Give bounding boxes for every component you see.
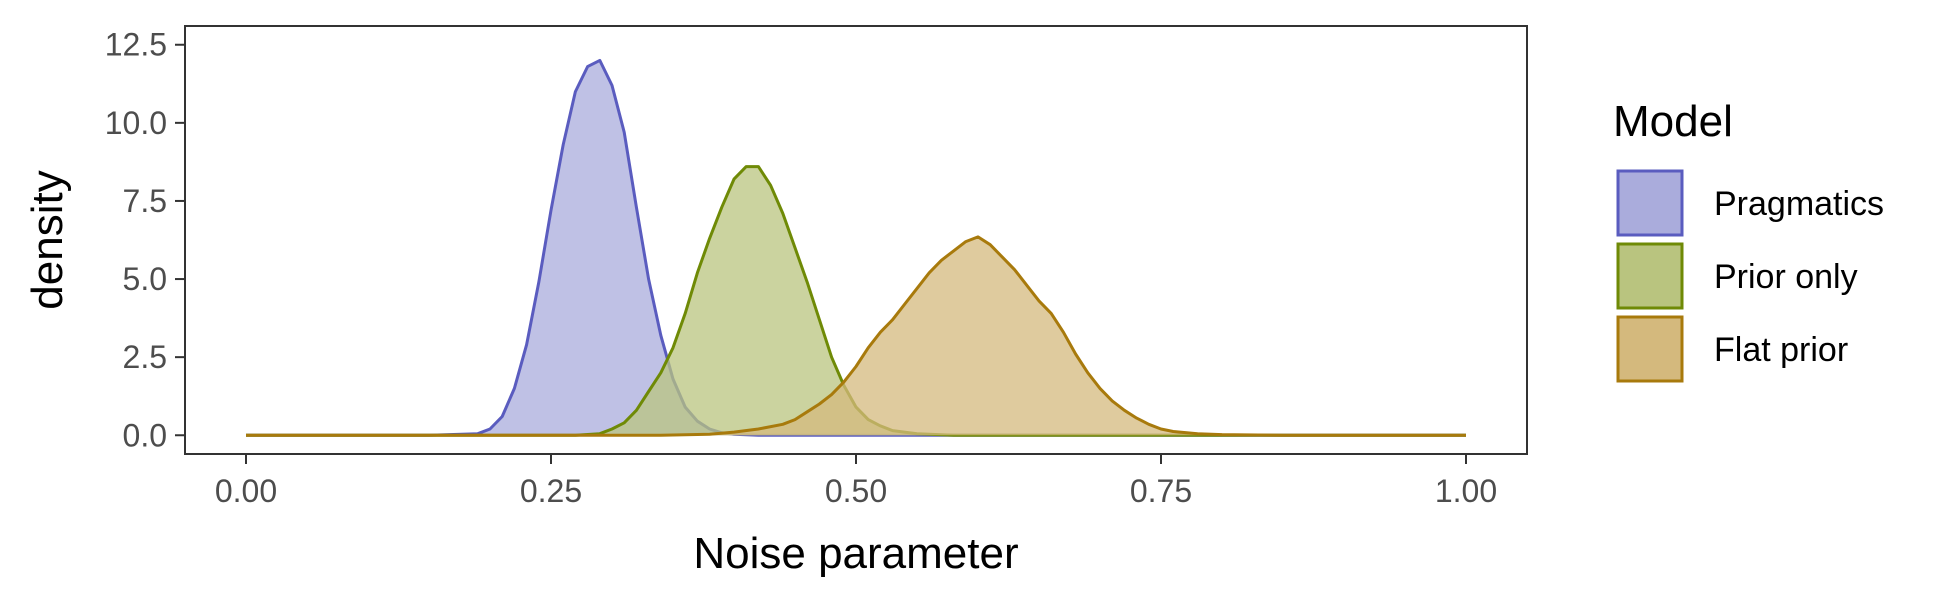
x-tick-label: 0.25 bbox=[520, 473, 582, 509]
legend: Model Pragmatics Prior only Flat prior bbox=[1613, 97, 1884, 383]
density-area-flat-prior bbox=[246, 236, 1466, 436]
y-axis: 0.0 2.5 5.0 7.5 10.0 12.5 bbox=[105, 27, 185, 453]
legend-label-flat-prior: Flat prior bbox=[1714, 331, 1848, 369]
x-tick-label: 0.75 bbox=[1130, 473, 1192, 509]
x-tick-label: 0.00 bbox=[215, 473, 277, 509]
legend-swatch-pragmatics bbox=[1616, 169, 1684, 237]
y-tick-label: 2.5 bbox=[123, 339, 167, 375]
y-axis-title: density bbox=[23, 170, 72, 309]
x-axis: 0.00 0.25 0.50 0.75 1.00 bbox=[215, 454, 1497, 509]
legend-label-pragmatics: Pragmatics bbox=[1714, 185, 1884, 223]
legend-items: Pragmatics Prior only Flat prior bbox=[1616, 169, 1884, 383]
y-tick-label: 10.0 bbox=[105, 105, 167, 141]
y-tick-label: 7.5 bbox=[123, 183, 167, 219]
legend-label-prior-only: Prior only bbox=[1714, 258, 1858, 296]
x-axis-title: Noise parameter bbox=[693, 529, 1018, 578]
series-layer bbox=[246, 58, 1466, 437]
legend-swatch-prior-only bbox=[1616, 242, 1684, 310]
x-tick-label: 1.00 bbox=[1435, 473, 1497, 509]
y-tick-label: 5.0 bbox=[123, 261, 167, 297]
y-tick-label: 0.0 bbox=[123, 417, 167, 453]
y-tick-label: 12.5 bbox=[105, 27, 167, 63]
x-tick-label: 0.50 bbox=[825, 473, 887, 509]
density-line-flat-prior bbox=[246, 235, 1466, 437]
legend-swatch-flat-prior bbox=[1616, 315, 1684, 383]
density-area-pragmatics bbox=[246, 60, 1466, 436]
legend-title: Model bbox=[1613, 97, 1733, 146]
